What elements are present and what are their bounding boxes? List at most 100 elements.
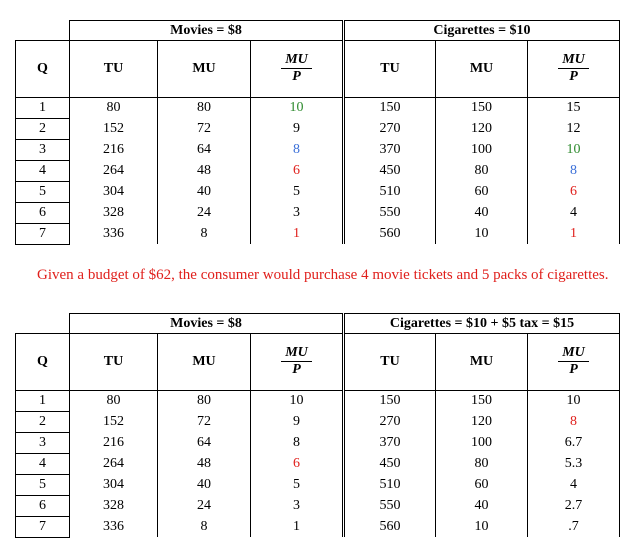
col-cig-tu: TU	[342, 39, 436, 98]
cell-movies-mu-per-p: 6	[250, 453, 344, 474]
cell-cig-mu-per-p: 8	[527, 411, 620, 432]
cell-cig-mu: 40	[435, 495, 528, 516]
cell-movies-tu: 336	[69, 516, 158, 537]
cell-movies-tu: 216	[69, 139, 158, 160]
cell-movies-tu: 152	[69, 411, 158, 432]
cell-movies-mu: 8	[157, 516, 251, 537]
cell-cig-mu: 60	[435, 181, 528, 202]
table-row: 5 304 40 5 510 60 4	[15, 473, 620, 496]
cell-cig-mu-per-p: 15	[527, 97, 620, 118]
table-row: 3 216 64 8 370 100 10	[15, 138, 620, 161]
cell-q: 5	[15, 180, 70, 203]
movies-price-header: Movies = $8	[69, 20, 344, 41]
cell-movies-tu: 80	[69, 97, 158, 118]
cell-q: 3	[15, 431, 70, 454]
cell-cig-mu-per-p: 6.7	[527, 432, 620, 453]
cell-cig-tu: 270	[342, 411, 436, 432]
col-cig-tu: TU	[342, 332, 436, 391]
mu-over-p-fraction: MU P	[558, 345, 589, 378]
cell-movies-mu: 48	[157, 453, 251, 474]
cell-cig-tu: 560	[342, 223, 436, 244]
table-1-body: 1 80 80 10 150 150 15 2 152 72 9 270 120 12 3 216 64 8 370…	[15, 96, 620, 245]
cell-movies-mu-per-p: 10	[250, 97, 344, 118]
cell-movies-mu: 64	[157, 432, 251, 453]
cell-q: 1	[15, 96, 70, 119]
cell-movies-mu-per-p: 3	[250, 202, 344, 223]
cell-q: 6	[15, 494, 70, 517]
cell-cig-mu: 10	[435, 516, 528, 537]
cell-movies-tu: 152	[69, 118, 158, 139]
col-cig-mu: MU	[435, 332, 528, 391]
cell-cig-mu-per-p: 6	[527, 181, 620, 202]
table-row: 3 216 64 8 370 100 6.7	[15, 431, 620, 454]
cell-cig-tu: 560	[342, 516, 436, 537]
col-movies-mu: MU	[157, 332, 251, 391]
cell-cig-mu: 10	[435, 223, 528, 244]
cell-movies-mu: 48	[157, 160, 251, 181]
cell-cig-mu: 150	[435, 97, 528, 118]
cell-cig-tu: 270	[342, 118, 436, 139]
budget-conclusion-note: Given a budget of $62, the consumer woul…	[37, 267, 609, 283]
cell-q: 4	[15, 159, 70, 182]
cell-q: 6	[15, 201, 70, 224]
cell-cig-mu-per-p: 8	[527, 160, 620, 181]
cell-q: 7	[15, 222, 70, 245]
cell-cig-mu: 80	[435, 160, 528, 181]
cell-cig-tu: 550	[342, 495, 436, 516]
table-row: 1 80 80 10 150 150 10	[15, 389, 620, 412]
col-movies-tu: TU	[69, 39, 158, 98]
cell-movies-tu: 216	[69, 432, 158, 453]
col-cig-mu-per-p: MU P	[527, 39, 620, 98]
cell-q: 5	[15, 473, 70, 496]
mu-over-p-fraction: MU P	[558, 52, 589, 85]
cell-movies-mu-per-p: 5	[250, 474, 344, 495]
table-row: 1 80 80 10 150 150 15	[15, 96, 620, 119]
cigarettes-taxed-price-header: Cigarettes = $10 + $5 tax = $15	[342, 313, 620, 334]
col-q: Q	[15, 332, 70, 391]
cell-cig-tu: 370	[342, 432, 436, 453]
cell-cig-tu: 150	[342, 390, 436, 411]
corner-blank	[16, 21, 70, 41]
cell-cig-mu: 120	[435, 411, 528, 432]
cell-cig-mu-per-p: 4	[527, 202, 620, 223]
cell-cig-mu-per-p: 1	[527, 223, 620, 244]
col-q: Q	[15, 39, 70, 98]
cell-cig-tu: 450	[342, 160, 436, 181]
cell-q: 3	[15, 138, 70, 161]
cell-movies-mu-per-p: 1	[250, 223, 344, 244]
cell-movies-mu: 64	[157, 139, 251, 160]
cell-cig-mu: 80	[435, 453, 528, 474]
cell-cig-mu: 40	[435, 202, 528, 223]
cell-movies-tu: 304	[69, 474, 158, 495]
col-cig-mu: MU	[435, 39, 528, 98]
table-row: 7 336 8 1 560 10.7	[15, 515, 620, 538]
mu-over-p-fraction: MU P	[281, 345, 312, 378]
cell-movies-mu-per-p: 6	[250, 160, 344, 181]
mu-over-p-fraction: MU P	[281, 52, 312, 85]
cell-movies-mu: 80	[157, 97, 251, 118]
cell-cig-mu-per-p: 10	[527, 390, 620, 411]
col-movies-tu: TU	[69, 332, 158, 391]
cell-movies-mu-per-p: 3	[250, 495, 344, 516]
cell-movies-mu-per-p: 5	[250, 181, 344, 202]
cigarettes-price-header: Cigarettes = $10	[342, 20, 620, 41]
cell-movies-tu: 264	[69, 453, 158, 474]
cell-movies-mu-per-p: 9	[250, 411, 344, 432]
cell-movies-mu: 40	[157, 181, 251, 202]
cell-cig-tu: 150	[342, 97, 436, 118]
cell-cig-mu-per-p: 5.3	[527, 453, 620, 474]
cell-cig-tu: 370	[342, 139, 436, 160]
cell-movies-mu: 40	[157, 474, 251, 495]
cell-cig-tu: 510	[342, 474, 436, 495]
table-row: 2 152 72 9 270 120 8	[15, 410, 620, 433]
cell-movies-mu-per-p: 10	[250, 390, 344, 411]
cell-movies-mu-per-p: 8	[250, 432, 344, 453]
cell-cig-mu: 100	[435, 139, 528, 160]
cell-cig-mu-per-p: 10	[527, 139, 620, 160]
cell-movies-mu: 24	[157, 202, 251, 223]
col-cig-mu-per-p: MU P	[527, 332, 620, 391]
cell-movies-mu-per-p: 9	[250, 118, 344, 139]
movies-price-header: Movies = $8	[69, 313, 344, 334]
cell-cig-mu-per-p: .7	[527, 516, 620, 537]
cell-q: 2	[15, 117, 70, 140]
